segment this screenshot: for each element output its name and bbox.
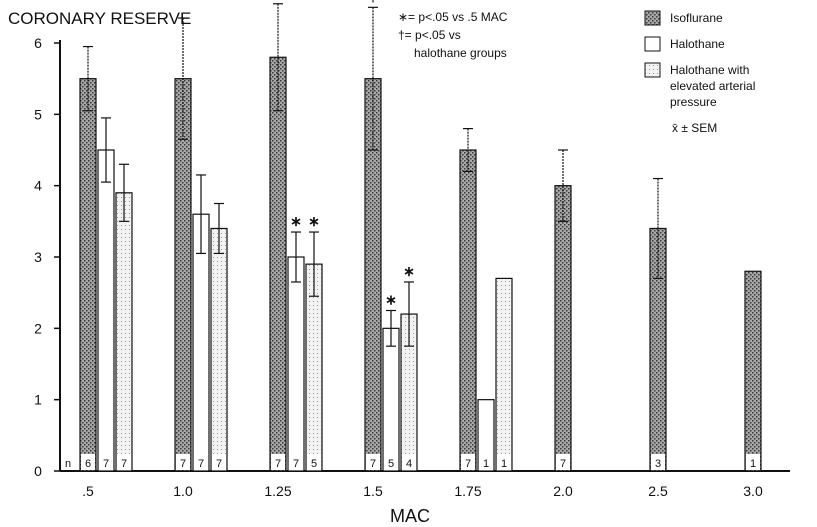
legend-label-halothane-elevated-3: pressure	[670, 95, 717, 109]
n-label-isoflurane: 1	[750, 458, 756, 470]
significance-dagger: †	[369, 0, 377, 4]
bar-halothane-elevated	[210, 227, 228, 472]
legend-swatch-halothane	[644, 36, 661, 52]
bar-isoflurane	[554, 185, 572, 472]
n-label-box	[176, 454, 190, 470]
n-label-box	[194, 454, 208, 470]
n-label-isoflurane: 7	[465, 458, 471, 470]
legend: Isoflurane Halothane Halothane with elev…	[644, 10, 755, 135]
y-tick-label: 4	[34, 178, 42, 194]
y-tick-label: 0	[34, 463, 42, 479]
bar-isoflurane	[364, 78, 382, 472]
n-label-box	[307, 454, 321, 470]
bars: † ∗ ∗ † ∗ ∗	[79, 0, 762, 472]
n-label-box	[271, 454, 285, 470]
n-label-box	[402, 454, 416, 470]
n-label-box	[556, 454, 570, 470]
bar-isoflurane	[174, 78, 192, 472]
n-label-box	[746, 454, 760, 470]
n-label-isoflurane: 7	[560, 458, 566, 470]
bar-isoflurane	[79, 78, 97, 472]
x-tick-label: 1.25	[264, 483, 291, 499]
legend-label-isoflurane: Isoflurane	[670, 11, 723, 25]
n-label-box	[651, 454, 665, 470]
bar-halothane	[382, 327, 400, 472]
n-label-box	[384, 454, 398, 470]
y-tick-label: 5	[34, 106, 42, 122]
n-row-label: n	[65, 458, 71, 470]
legend-swatch-halothane-elevated	[644, 62, 661, 78]
y-tick-label: 6	[34, 35, 42, 51]
n-label-halothane-elevated: 5	[311, 458, 317, 470]
bar-isoflurane	[744, 270, 762, 472]
n-label-box	[479, 454, 493, 470]
n-label-box	[117, 454, 131, 470]
n-label-isoflurane: 7	[370, 458, 376, 470]
legend-sem-note: x̄ ± SEM	[672, 121, 717, 135]
bar-halothane-elevated	[495, 277, 513, 472]
n-label-box	[461, 454, 475, 470]
x-axis-label: MAC	[390, 506, 430, 526]
x-tick-label: 3.0	[743, 483, 763, 499]
x-tick-label: 2.0	[553, 483, 573, 499]
n-label-halothane-elevated: 7	[216, 458, 222, 470]
legend-swatch-isoflurane	[644, 10, 661, 26]
annotation-star: ∗= p<.05 vs .5 MAC	[398, 10, 508, 24]
n-label-isoflurane: 3	[655, 458, 661, 470]
n-label-halothane-elevated: 1	[501, 458, 507, 470]
x-tick-label: 1.5	[363, 483, 383, 499]
annotation-block: ∗= p<.05 vs .5 MAC †= p<.05 vs halothane…	[398, 10, 508, 60]
n-label-box	[212, 454, 226, 470]
chart-title: CORONARY RESERVE	[8, 9, 191, 28]
n-label-isoflurane: 7	[275, 458, 281, 470]
n-label-box	[497, 454, 511, 470]
y-tick-label: 3	[34, 249, 42, 265]
annotation-dagger-cont: halothane groups	[414, 46, 507, 60]
bar-halothane	[287, 256, 305, 472]
y-tick-label: 1	[34, 392, 42, 408]
significance-star: ∗	[385, 292, 397, 308]
bar-halothane	[477, 399, 495, 472]
n-label-halothane: 5	[388, 458, 394, 470]
n-label-halothane: 7	[293, 458, 299, 470]
x-tick-label: 1.75	[454, 483, 481, 499]
y-tick-label: 2	[34, 320, 42, 336]
significance-star: ∗	[290, 213, 302, 229]
n-label-isoflurane: 7	[180, 458, 186, 470]
bar-isoflurane	[459, 149, 477, 472]
n-label-box	[81, 454, 95, 470]
n-label-box	[99, 454, 113, 470]
x-tick-label: .5	[82, 483, 94, 499]
n-label-box	[289, 454, 303, 470]
n-label-halothane-elevated: 4	[406, 458, 412, 470]
legend-label-halothane: Halothane	[670, 37, 725, 51]
n-label-halothane: 1	[483, 458, 489, 470]
n-label-halothane-elevated: 7	[121, 458, 127, 470]
bar-halothane	[97, 149, 115, 472]
bar-isoflurane	[649, 227, 667, 472]
n-label-halothane: 7	[103, 458, 109, 470]
legend-label-halothane-elevated-2: elevated arterial	[670, 79, 755, 93]
legend-label-halothane-elevated-1: Halothane with	[670, 63, 749, 77]
n-label-isoflurane: 6	[85, 458, 91, 470]
annotation-dagger: †= p<.05 vs	[398, 28, 461, 42]
n-label-halothane: 7	[198, 458, 204, 470]
significance-dagger: †	[274, 0, 282, 1]
bar-isoflurane	[269, 56, 287, 472]
bar-halothane-elevated	[115, 192, 133, 472]
n-label-box	[366, 454, 380, 470]
x-tick-label: 1.0	[173, 483, 193, 499]
x-tick-label: 2.5	[648, 483, 668, 499]
significance-star: ∗	[308, 213, 320, 229]
significance-star: ∗	[403, 263, 415, 279]
